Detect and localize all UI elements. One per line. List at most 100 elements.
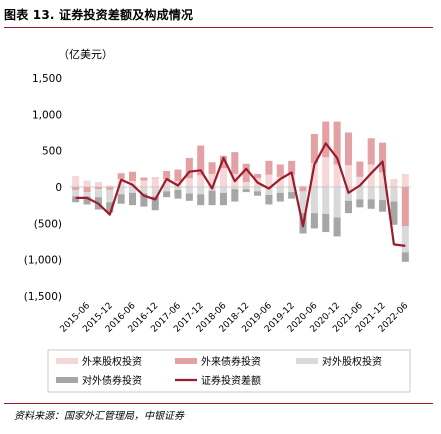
bar-segment <box>333 121 341 165</box>
legend-swatch <box>175 358 197 364</box>
bar-segment <box>174 189 182 199</box>
bar-segment <box>265 160 273 175</box>
bar-segment <box>254 187 262 192</box>
bar-segment <box>140 177 148 181</box>
legend-frame <box>47 349 411 393</box>
y-tick-label: 500 <box>42 146 62 158</box>
bar-segment <box>254 191 262 196</box>
bar-segment <box>128 187 137 193</box>
bar-segment <box>367 187 375 200</box>
y-axis: 1,500 1,000 500 0 (500) (1,000) (1,500) <box>24 73 62 303</box>
bar-segment <box>356 187 364 200</box>
bar-segment <box>401 173 409 187</box>
bar-segment <box>117 194 125 204</box>
bar-segment <box>310 133 318 164</box>
bar-segment <box>219 168 227 187</box>
bar-segment <box>163 179 171 187</box>
bar-segment <box>231 152 239 174</box>
source-note: 资料来源：国家外汇管理局，中银证券 <box>14 411 184 422</box>
bar-segment <box>288 192 296 199</box>
bar-segment <box>106 187 114 190</box>
bars <box>72 121 409 262</box>
bar-segment <box>265 194 273 205</box>
series-line <box>75 142 406 247</box>
bar-segment <box>333 217 341 237</box>
bar-segment <box>379 172 387 187</box>
bar-segment <box>197 175 205 187</box>
bar-segment <box>140 180 148 187</box>
legend-swatch <box>296 358 318 364</box>
bar-segment <box>367 199 375 209</box>
bar-segment <box>128 171 137 182</box>
bar-segment <box>106 185 114 187</box>
bar-segment <box>344 132 353 166</box>
bar-segment <box>367 138 375 165</box>
bar-segment <box>83 180 91 187</box>
title-divider <box>4 27 433 28</box>
bar-segment <box>72 196 80 203</box>
bar-segment <box>128 192 137 206</box>
bar-segment <box>231 189 239 202</box>
bar-segment <box>356 176 364 187</box>
bar-segment <box>254 173 262 179</box>
legend-swatch <box>56 377 78 383</box>
bar-segment <box>140 193 148 207</box>
source-divider <box>4 403 433 404</box>
legend-label: 外来股权投资 <box>82 355 142 368</box>
bar-segment <box>106 202 114 213</box>
bar-segment <box>401 252 409 262</box>
bar-segment <box>390 201 398 225</box>
bar-segment <box>276 164 284 177</box>
bar-segment <box>379 187 387 201</box>
legend-swatch <box>56 358 78 364</box>
legend-label: 对外债券投资 <box>82 374 142 387</box>
bar-segment <box>72 189 80 197</box>
bar-segment <box>174 187 182 190</box>
bar-segment <box>94 189 102 198</box>
bar-segment <box>356 199 364 208</box>
bar-segment <box>197 187 205 195</box>
y-tick-label: 1,500 <box>32 73 62 85</box>
bar-segment <box>163 171 171 180</box>
bar-segment <box>310 213 318 229</box>
bar-segment <box>242 187 250 190</box>
bar-segment <box>322 121 330 158</box>
bar-segment <box>299 191 307 214</box>
bar-segment <box>197 145 205 176</box>
y-tick-label: (500) <box>34 218 62 230</box>
bar-segment <box>185 178 193 187</box>
bar-segment <box>185 187 193 194</box>
bar-segment <box>242 189 250 193</box>
y-tick-label: 1,000 <box>32 109 62 121</box>
bar-segment <box>288 187 296 193</box>
y-axis-unit-label: （亿美元） <box>58 48 113 61</box>
bar-segment <box>106 189 114 203</box>
bar-segment <box>344 200 353 214</box>
bar-segment <box>185 193 193 201</box>
bar-segment <box>299 185 307 187</box>
bar-segment <box>151 177 159 179</box>
bar-segment <box>333 164 341 187</box>
bar-segment <box>390 179 398 187</box>
bar-segment <box>288 174 296 187</box>
bar-segment <box>151 187 159 197</box>
bar-segment <box>208 190 216 206</box>
y-tick-label: 0 <box>55 182 62 194</box>
bar-segment <box>185 157 193 179</box>
figure-title: 图表 13. 证券投资差额及构成情况 <box>4 8 194 22</box>
chart: （亿美元） 1,5001,0005000(500)(1,000)(1,500) … <box>24 48 411 393</box>
bar-segment <box>367 164 375 187</box>
bar-segment <box>151 178 159 187</box>
bar-segment <box>379 200 387 212</box>
bar-segment <box>322 213 330 233</box>
bar-segment <box>299 187 307 192</box>
bar-segment <box>231 187 239 190</box>
bar-segment <box>117 187 125 195</box>
legend-label: 对外股权投资 <box>322 355 382 368</box>
bar-segment <box>151 196 159 211</box>
bar-segment <box>219 192 227 206</box>
line-layer <box>75 142 406 247</box>
bar-segment <box>72 187 80 190</box>
bar-segment <box>379 142 387 173</box>
bar-segment <box>265 187 273 195</box>
